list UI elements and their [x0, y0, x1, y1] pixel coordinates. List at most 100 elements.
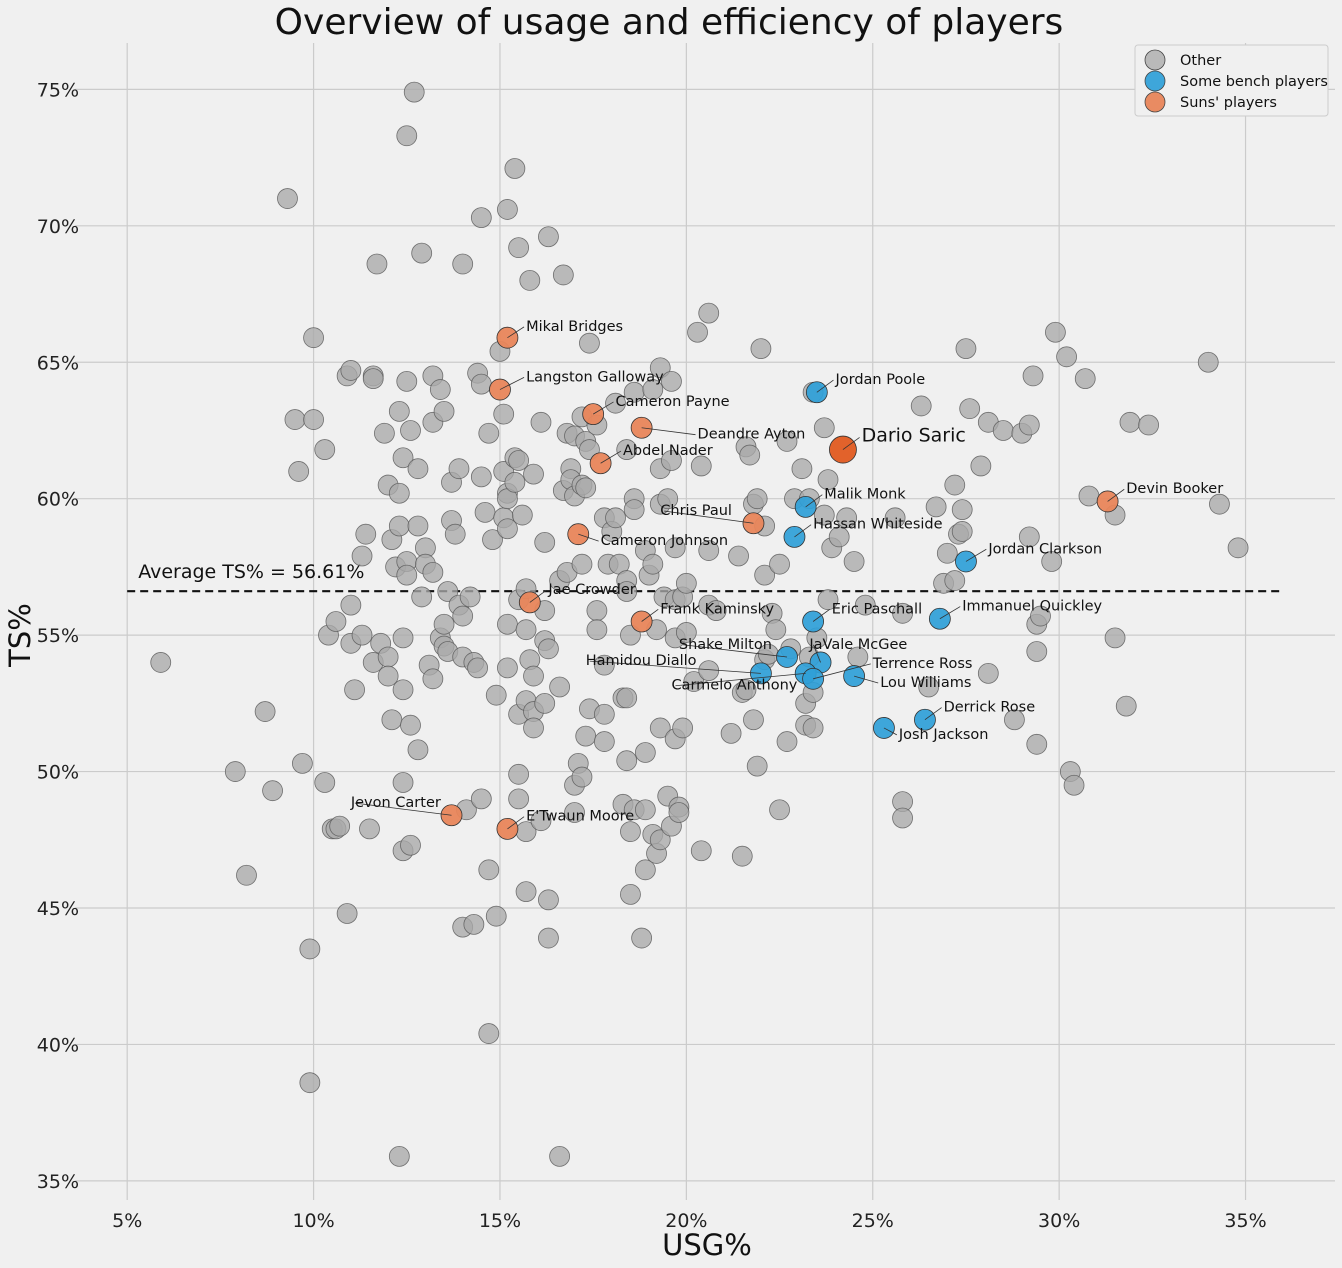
other-player-point: [400, 420, 421, 441]
y-tick-label: 70%: [37, 216, 79, 238]
annotation-leader: [805, 494, 823, 508]
other-player-point: [936, 542, 958, 564]
y-tick-label: 75%: [37, 79, 79, 101]
other-player-point: [508, 788, 530, 810]
annotation-leader: [682, 644, 788, 658]
player-annotation: Malik Monk: [824, 487, 906, 503]
player-annotation: Chris Paul: [660, 503, 732, 519]
other-player-point: [392, 447, 414, 469]
other-player-point: [813, 504, 835, 526]
other-player-point: [1115, 695, 1137, 717]
other-player-point: [616, 750, 638, 772]
other-player-point: [470, 373, 492, 395]
other-player-point: [344, 679, 365, 701]
other-player-point: [284, 409, 306, 430]
other-player-point: [705, 600, 727, 621]
other-player-point: [817, 469, 839, 491]
player-annotation: Jordan Clarkson: [987, 541, 1102, 557]
other-player-point: [291, 752, 313, 774]
other-player-point: [538, 889, 559, 911]
other-player-point: [977, 662, 999, 684]
other-player-point: [750, 338, 772, 360]
other-player-point: [236, 864, 257, 886]
other-player-point: [299, 938, 321, 960]
other-player-point: [955, 338, 977, 360]
legend-label: Other: [1180, 53, 1221, 69]
other-player-point: [1074, 368, 1096, 390]
x-tick-label: 15%: [479, 1210, 521, 1232]
annotation-leader: [529, 589, 547, 603]
other-player-point: [377, 665, 399, 687]
other-player-point: [359, 818, 380, 840]
x-tick-label: 10%: [292, 1210, 334, 1232]
player-annotation: Langston Galloway: [526, 369, 664, 385]
other-player-point: [508, 450, 530, 471]
other-player-point: [377, 646, 399, 668]
other-player-point: [720, 722, 742, 744]
legend-box: [1134, 44, 1329, 117]
other-player-point: [698, 540, 720, 561]
other-player-point: [918, 676, 940, 698]
y-tick-label: 35%: [37, 1171, 79, 1193]
other-player-point: [735, 679, 757, 701]
other-player-point: [698, 302, 720, 324]
annotation-leader: [816, 379, 834, 393]
annotation-leader: [813, 663, 871, 680]
player-annotation: Jae Crowder: [547, 582, 635, 598]
other-player-point: [549, 1145, 571, 1167]
other-player-point: [355, 523, 377, 545]
other-player-point: [843, 551, 865, 572]
player-annotation: Carmelo Anthony: [671, 678, 797, 694]
annotation-leader: [924, 707, 942, 721]
average-ts-label: Average TS% = 56.61%: [138, 561, 364, 583]
other-player-point: [504, 158, 526, 179]
other-player-point: [470, 207, 492, 229]
other-player-point: [959, 398, 981, 420]
other-player-point: [970, 455, 992, 477]
annotation-leader: [1107, 488, 1125, 502]
other-player-point: [452, 605, 474, 627]
other-player-point: [538, 927, 559, 949]
other-player-point: [262, 780, 283, 802]
other-player-point: [396, 370, 418, 392]
player-annotation: Dario Saric: [862, 424, 966, 446]
player-annotation: JaVale McGee: [808, 637, 907, 653]
legend-marker: [1144, 70, 1166, 92]
other-player-point: [538, 226, 559, 248]
other-player-point: [511, 504, 533, 526]
other-player-point: [534, 692, 556, 714]
annotation-leader: [589, 660, 761, 674]
other-player-point: [534, 531, 556, 553]
other-player-point: [329, 815, 351, 837]
player-annotation: Eric Paschall: [832, 601, 922, 617]
other-player-point: [690, 840, 712, 862]
other-player-point: [224, 761, 246, 782]
other-player-point: [1227, 537, 1249, 559]
annotation-leader: [675, 672, 806, 687]
other-player-point: [411, 242, 433, 264]
other-player-point: [303, 327, 324, 349]
other-player-point: [437, 581, 459, 602]
other-player-point: [374, 422, 395, 444]
other-player-point: [1078, 485, 1100, 507]
other-player-point: [754, 564, 776, 586]
other-player-point: [523, 665, 544, 687]
x-tick-label: 20%: [665, 1210, 707, 1232]
other-player-point: [362, 368, 384, 390]
annotation-leader: [883, 727, 898, 736]
other-player-point: [593, 703, 615, 725]
other-player-point: [1138, 414, 1160, 436]
other-player-point: [813, 417, 835, 439]
x-axis-label: USG%: [662, 1228, 752, 1262]
other-player-point: [1041, 551, 1063, 572]
other-player-point: [836, 507, 858, 529]
other-player-point: [1045, 321, 1066, 343]
other-player-point: [661, 370, 682, 392]
other-player-point: [530, 810, 552, 832]
other-player-point: [1104, 627, 1126, 649]
other-player-point: [765, 619, 787, 641]
other-player-point: [728, 545, 749, 567]
other-player-point: [1030, 605, 1051, 627]
player-annotation: Abdel Nader: [623, 443, 713, 459]
other-player-point: [340, 360, 362, 381]
